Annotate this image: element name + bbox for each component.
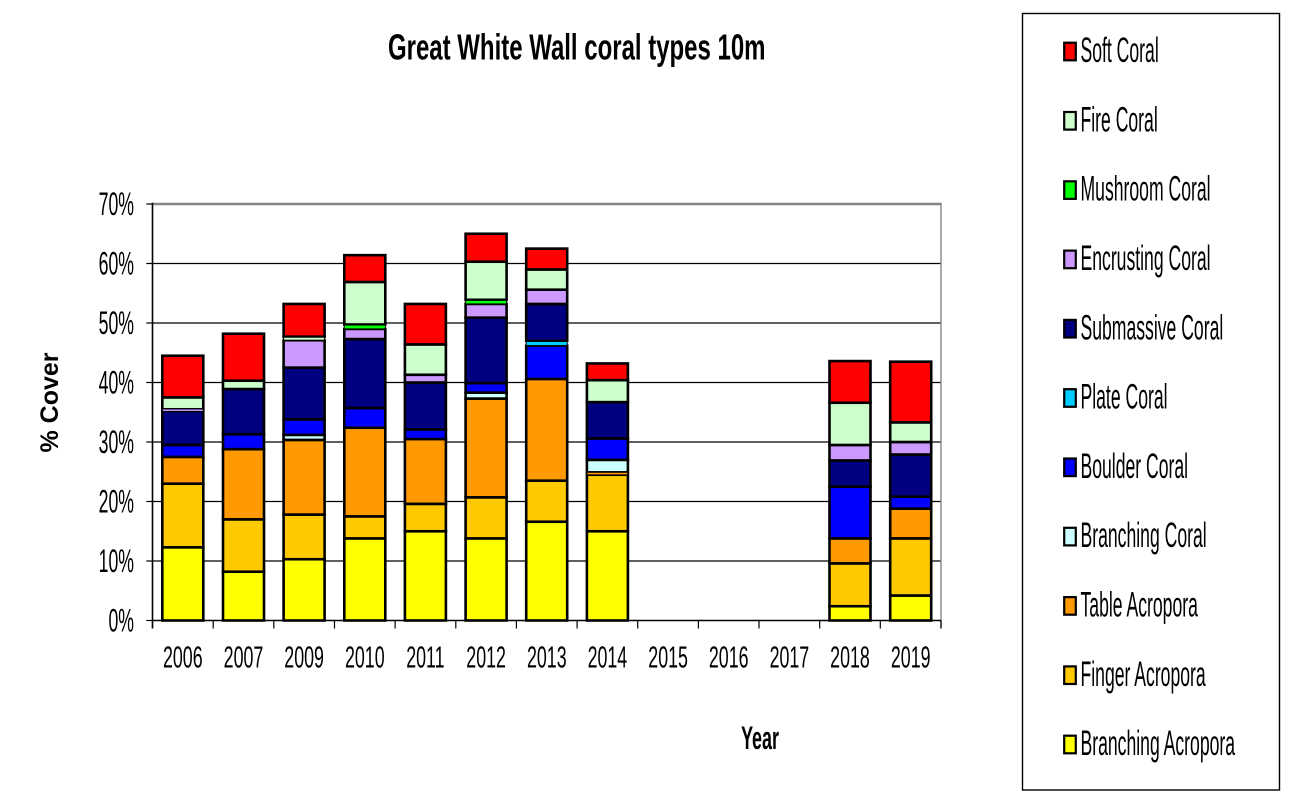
svg-text:40%: 40% [99,366,134,401]
svg-text:2007: 2007 [224,641,264,675]
svg-text:Boulder Coral: Boulder Coral [1081,446,1189,485]
svg-text:Finger Acropora: Finger Acropora [1081,654,1207,693]
svg-text:2018: 2018 [830,641,870,675]
svg-text:0%: 0% [108,604,134,639]
svg-text:Encrusting Coral: Encrusting Coral [1081,238,1211,277]
svg-text:70%: 70% [99,188,134,223]
svg-text:2006: 2006 [163,641,203,675]
svg-text:2013: 2013 [527,641,567,675]
svg-text:2010: 2010 [345,641,385,675]
svg-text:50%: 50% [99,307,134,342]
svg-text:Great White Wall coral types 1: Great White Wall coral types 10m [388,27,766,68]
svg-text:2016: 2016 [709,641,749,675]
svg-text:Year: Year [741,722,779,757]
svg-text:% Cover: % Cover [36,352,64,452]
svg-text:2015: 2015 [648,641,688,675]
svg-text:30%: 30% [99,426,134,461]
svg-text:Soft Coral: Soft Coral [1081,31,1159,70]
svg-text:Submassive Coral: Submassive Coral [1081,308,1224,347]
svg-text:2011: 2011 [406,641,444,675]
svg-text:2019: 2019 [891,641,931,675]
svg-text:60%: 60% [99,247,134,282]
svg-text:2012: 2012 [466,641,506,675]
svg-text:Branching Coral: Branching Coral [1081,516,1207,555]
svg-text:10%: 10% [99,545,134,580]
svg-text:Branching Acropora: Branching Acropora [1081,724,1236,763]
svg-text:Plate Coral: Plate Coral [1081,377,1168,416]
svg-text:20%: 20% [99,485,134,520]
svg-text:Fire Coral: Fire Coral [1081,100,1158,139]
svg-text:2009: 2009 [284,641,324,675]
svg-text:Mushroom Coral: Mushroom Coral [1081,169,1211,208]
svg-text:Table Acropora: Table Acropora [1081,585,1199,624]
svg-text:2017: 2017 [770,641,810,675]
svg-text:2014: 2014 [588,641,628,675]
